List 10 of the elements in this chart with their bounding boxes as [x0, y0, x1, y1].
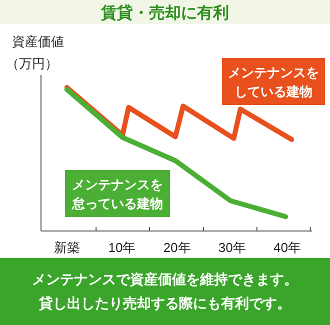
- text: メンテナンスで資産価値を維持できます。貸し出したり売却する際にも有利です。: [32, 271, 298, 311]
- x-tick-label: 20年: [163, 240, 191, 255]
- x-tick-label: 40年: [273, 240, 301, 255]
- series-label: メンテナンスをしている建物: [228, 65, 319, 99]
- chart-title: 賃貸・売却に有利: [100, 4, 229, 22]
- y-axis-title: 資産価値（万円）: [6, 34, 64, 71]
- x-tick-label: 10年: [108, 240, 136, 255]
- x-tick-label: 30年: [218, 240, 246, 255]
- x-tick-label: 新築: [54, 240, 80, 255]
- series-label: メンテナンスを怠っている建物: [71, 177, 163, 211]
